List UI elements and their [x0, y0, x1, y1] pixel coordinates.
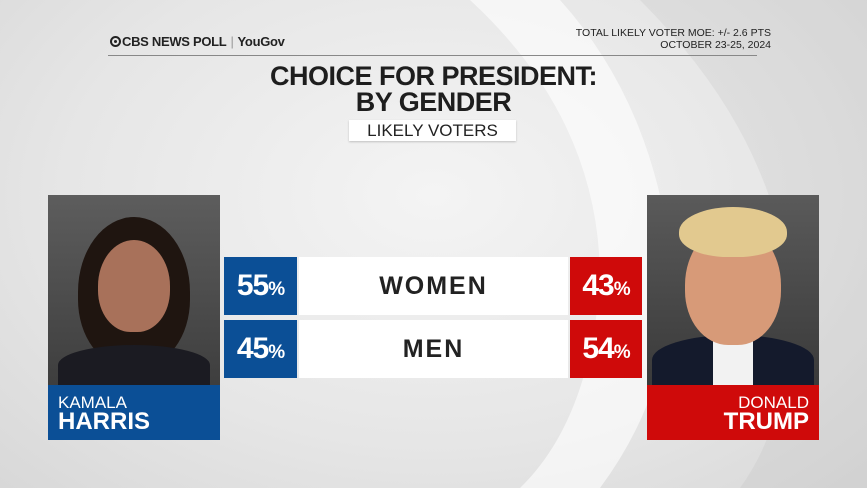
title-line-2: BY GENDER [355, 87, 512, 117]
row-men: 45% MEN 54% [224, 320, 642, 378]
trump-photo [647, 195, 819, 385]
logo-partner: YouGov [237, 34, 285, 49]
date-text: OCTOBER 23-25, 2024 [660, 39, 771, 51]
trump-women-value: 43% [570, 257, 642, 315]
harris-men-value: 45% [224, 320, 297, 378]
trump-last-name: TRUMP [723, 408, 809, 435]
cbs-eye-icon [110, 36, 121, 47]
chart-title: CHOICE FOR PRESIDENT: BY GENDER [0, 61, 867, 117]
header-divider [108, 55, 757, 56]
logo-text: CBS NEWS POLL [122, 34, 227, 49]
trump-nameplate: DONALD TRUMP [647, 385, 819, 440]
harris-last-name: HARRIS [58, 408, 151, 435]
harris-photo [48, 195, 220, 385]
trump-men-value: 54% [570, 320, 642, 378]
category-label-women: WOMEN [299, 257, 568, 315]
category-label-men: MEN [299, 320, 568, 378]
harris-first-name: KAMALA [58, 393, 127, 412]
harris-women-value: 55% [224, 257, 297, 315]
subtitle-badge: LIKELY VOTERS [349, 120, 516, 141]
harris-nameplate: KAMALA HARRIS [48, 385, 220, 440]
cbs-yougov-logo: CBS NEWS POLL | YouGov [110, 34, 285, 49]
moe-text: TOTAL LIKELY VOTER MOE: +/- 2.6 PTS [575, 27, 771, 39]
row-women: 55% WOMEN 43% [224, 257, 642, 315]
poll-meta: TOTAL LIKELY VOTER MOE: +/- 2.6 PTS OCTO… [576, 27, 771, 51]
trump-first-name: DONALD [738, 393, 809, 412]
title-line-1: CHOICE FOR PRESIDENT: [269, 61, 598, 91]
